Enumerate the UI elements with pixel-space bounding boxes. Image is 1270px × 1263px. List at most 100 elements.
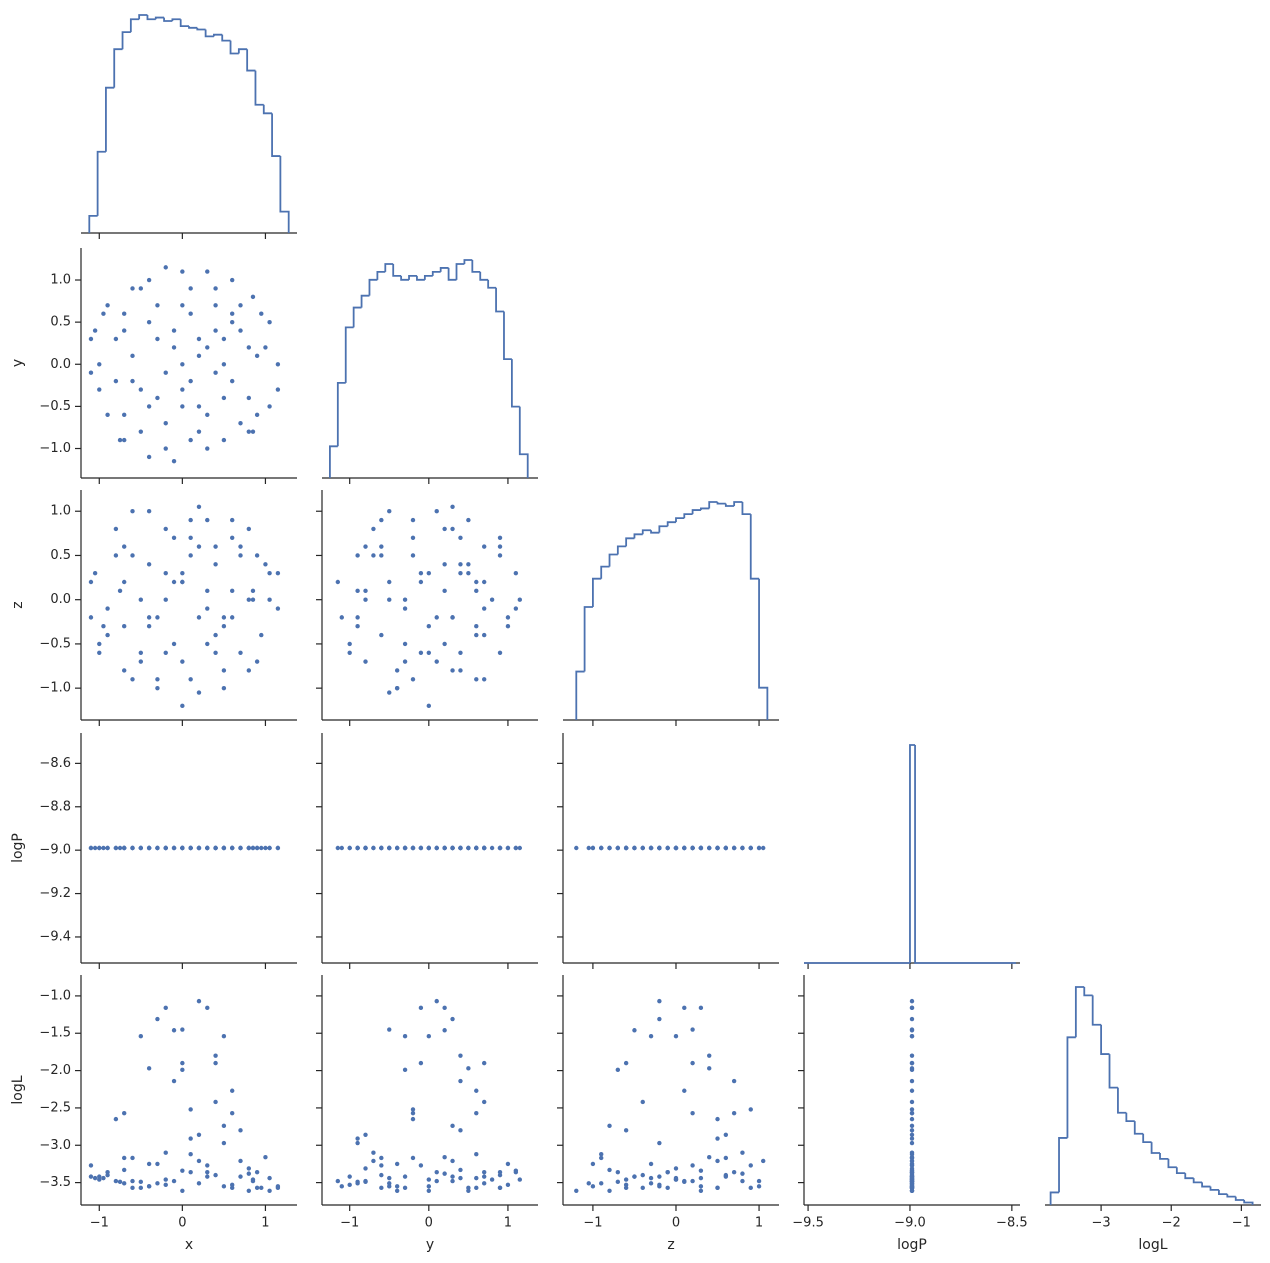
- scatter-point: [238, 1128, 243, 1133]
- histogram-bin: [1175, 1167, 1186, 1175]
- scatter-point: [188, 1152, 193, 1157]
- scatter-point: [230, 517, 235, 523]
- histogram-bin: [1243, 1199, 1254, 1205]
- scatter-point: [909, 1174, 915, 1179]
- scatter-point: [474, 1110, 479, 1116]
- scatter-point: [379, 553, 384, 558]
- scatter-point: [665, 1169, 670, 1175]
- scatter-point: [410, 535, 416, 540]
- scatter-point: [146, 615, 152, 620]
- y-tick-label: 0.5: [50, 548, 71, 563]
- scatter-point: [205, 412, 210, 418]
- scatter-point: [665, 1185, 670, 1191]
- histogram-bin: [463, 259, 473, 264]
- scatter-point: [698, 1005, 704, 1011]
- scatter-point: [394, 1184, 400, 1189]
- scatter-point: [909, 1060, 915, 1066]
- scatter-point: [410, 1110, 416, 1116]
- scatter-point: [394, 685, 400, 691]
- scatter-point: [489, 845, 495, 851]
- histogram-bin: [1100, 1024, 1110, 1055]
- scatter-point: [238, 650, 243, 655]
- scatter-point: [715, 1158, 720, 1164]
- scatter-point: [363, 659, 368, 664]
- scatter-point: [599, 1152, 604, 1157]
- scatter-point: [113, 336, 119, 342]
- scatter-point: [387, 690, 392, 695]
- scatter-point: [513, 570, 519, 576]
- scatter-point: [481, 1169, 487, 1175]
- histogram-bin: [1091, 995, 1102, 1026]
- scatter-point: [474, 579, 479, 585]
- scatter-point: [221, 1140, 227, 1146]
- scatter-point: [130, 353, 135, 359]
- scatter-point: [221, 624, 227, 629]
- scatter-point: [690, 845, 695, 851]
- x-tick-label: −9.5: [792, 1216, 824, 1231]
- scatter-point: [267, 570, 272, 576]
- x-tick-label: −8.5: [996, 1216, 1028, 1231]
- scatter-point: [402, 1174, 408, 1179]
- scatter-point: [88, 1174, 94, 1179]
- y-tick-label: 0.0: [50, 592, 71, 607]
- histogram-bin: [633, 533, 643, 539]
- scatter-point: [180, 1060, 185, 1066]
- scatter-point: [517, 845, 523, 851]
- x-tick-label: −2: [1162, 1216, 1181, 1231]
- scatter-point: [221, 1184, 227, 1189]
- scatter-point: [481, 632, 487, 638]
- scatter-point: [188, 535, 193, 540]
- scatter-point: [615, 1169, 621, 1175]
- scatter-point: [188, 517, 193, 523]
- scatter-point: [213, 544, 218, 549]
- scatter-point: [387, 1027, 392, 1032]
- histogram-bin: [171, 18, 181, 21]
- scatter-point: [426, 1188, 432, 1194]
- scatter-point: [442, 1155, 447, 1160]
- histogram-bin: [113, 48, 123, 88]
- scatter-point: [418, 650, 424, 655]
- scatter-point: [410, 677, 416, 682]
- scatter-point: [474, 1175, 479, 1181]
- scatter-point: [238, 845, 243, 851]
- scatter-point: [418, 1005, 424, 1011]
- scatter-point: [909, 1107, 915, 1112]
- histogram-bin: [716, 502, 726, 505]
- scatter-point: [267, 1175, 272, 1181]
- scatter-point: [275, 387, 281, 392]
- scatter-point: [146, 404, 152, 409]
- scatter-point: [648, 845, 654, 851]
- scatter-point: [221, 336, 227, 342]
- scatter-point: [715, 1116, 720, 1122]
- scatter-point: [489, 597, 495, 602]
- histogram-bin: [368, 278, 378, 296]
- histogram-bin: [495, 287, 504, 313]
- scatter-point: [379, 1155, 384, 1161]
- scatter-point: [196, 504, 202, 510]
- scatter-point: [230, 1182, 235, 1188]
- histogram-bin: [1058, 1137, 1068, 1193]
- scatter-point: [180, 362, 185, 367]
- scatter-point: [122, 1155, 127, 1161]
- scatter-point: [122, 437, 127, 443]
- scatter-point: [607, 1123, 612, 1129]
- histogram-bin: [88, 215, 98, 233]
- scatter-point: [88, 845, 94, 851]
- y-tick-label: −1.5: [39, 1026, 71, 1041]
- scatter-point: [474, 588, 479, 594]
- histogram-bin: [749, 514, 760, 580]
- histogram-bin: [600, 565, 610, 579]
- scatter-point: [122, 328, 127, 333]
- scatter-point: [379, 544, 384, 549]
- scatter-point: [640, 1172, 645, 1178]
- scatter-point: [599, 1181, 604, 1186]
- scatter-point: [171, 641, 177, 647]
- scatter-point: [909, 1099, 915, 1105]
- scatter-point: [418, 845, 424, 851]
- scatter-point: [130, 509, 135, 514]
- scatter-point: [715, 845, 720, 851]
- scatter-point: [355, 1136, 360, 1141]
- scatter-point: [97, 641, 102, 647]
- scatter-point: [163, 570, 168, 576]
- scatter-point: [418, 1060, 424, 1066]
